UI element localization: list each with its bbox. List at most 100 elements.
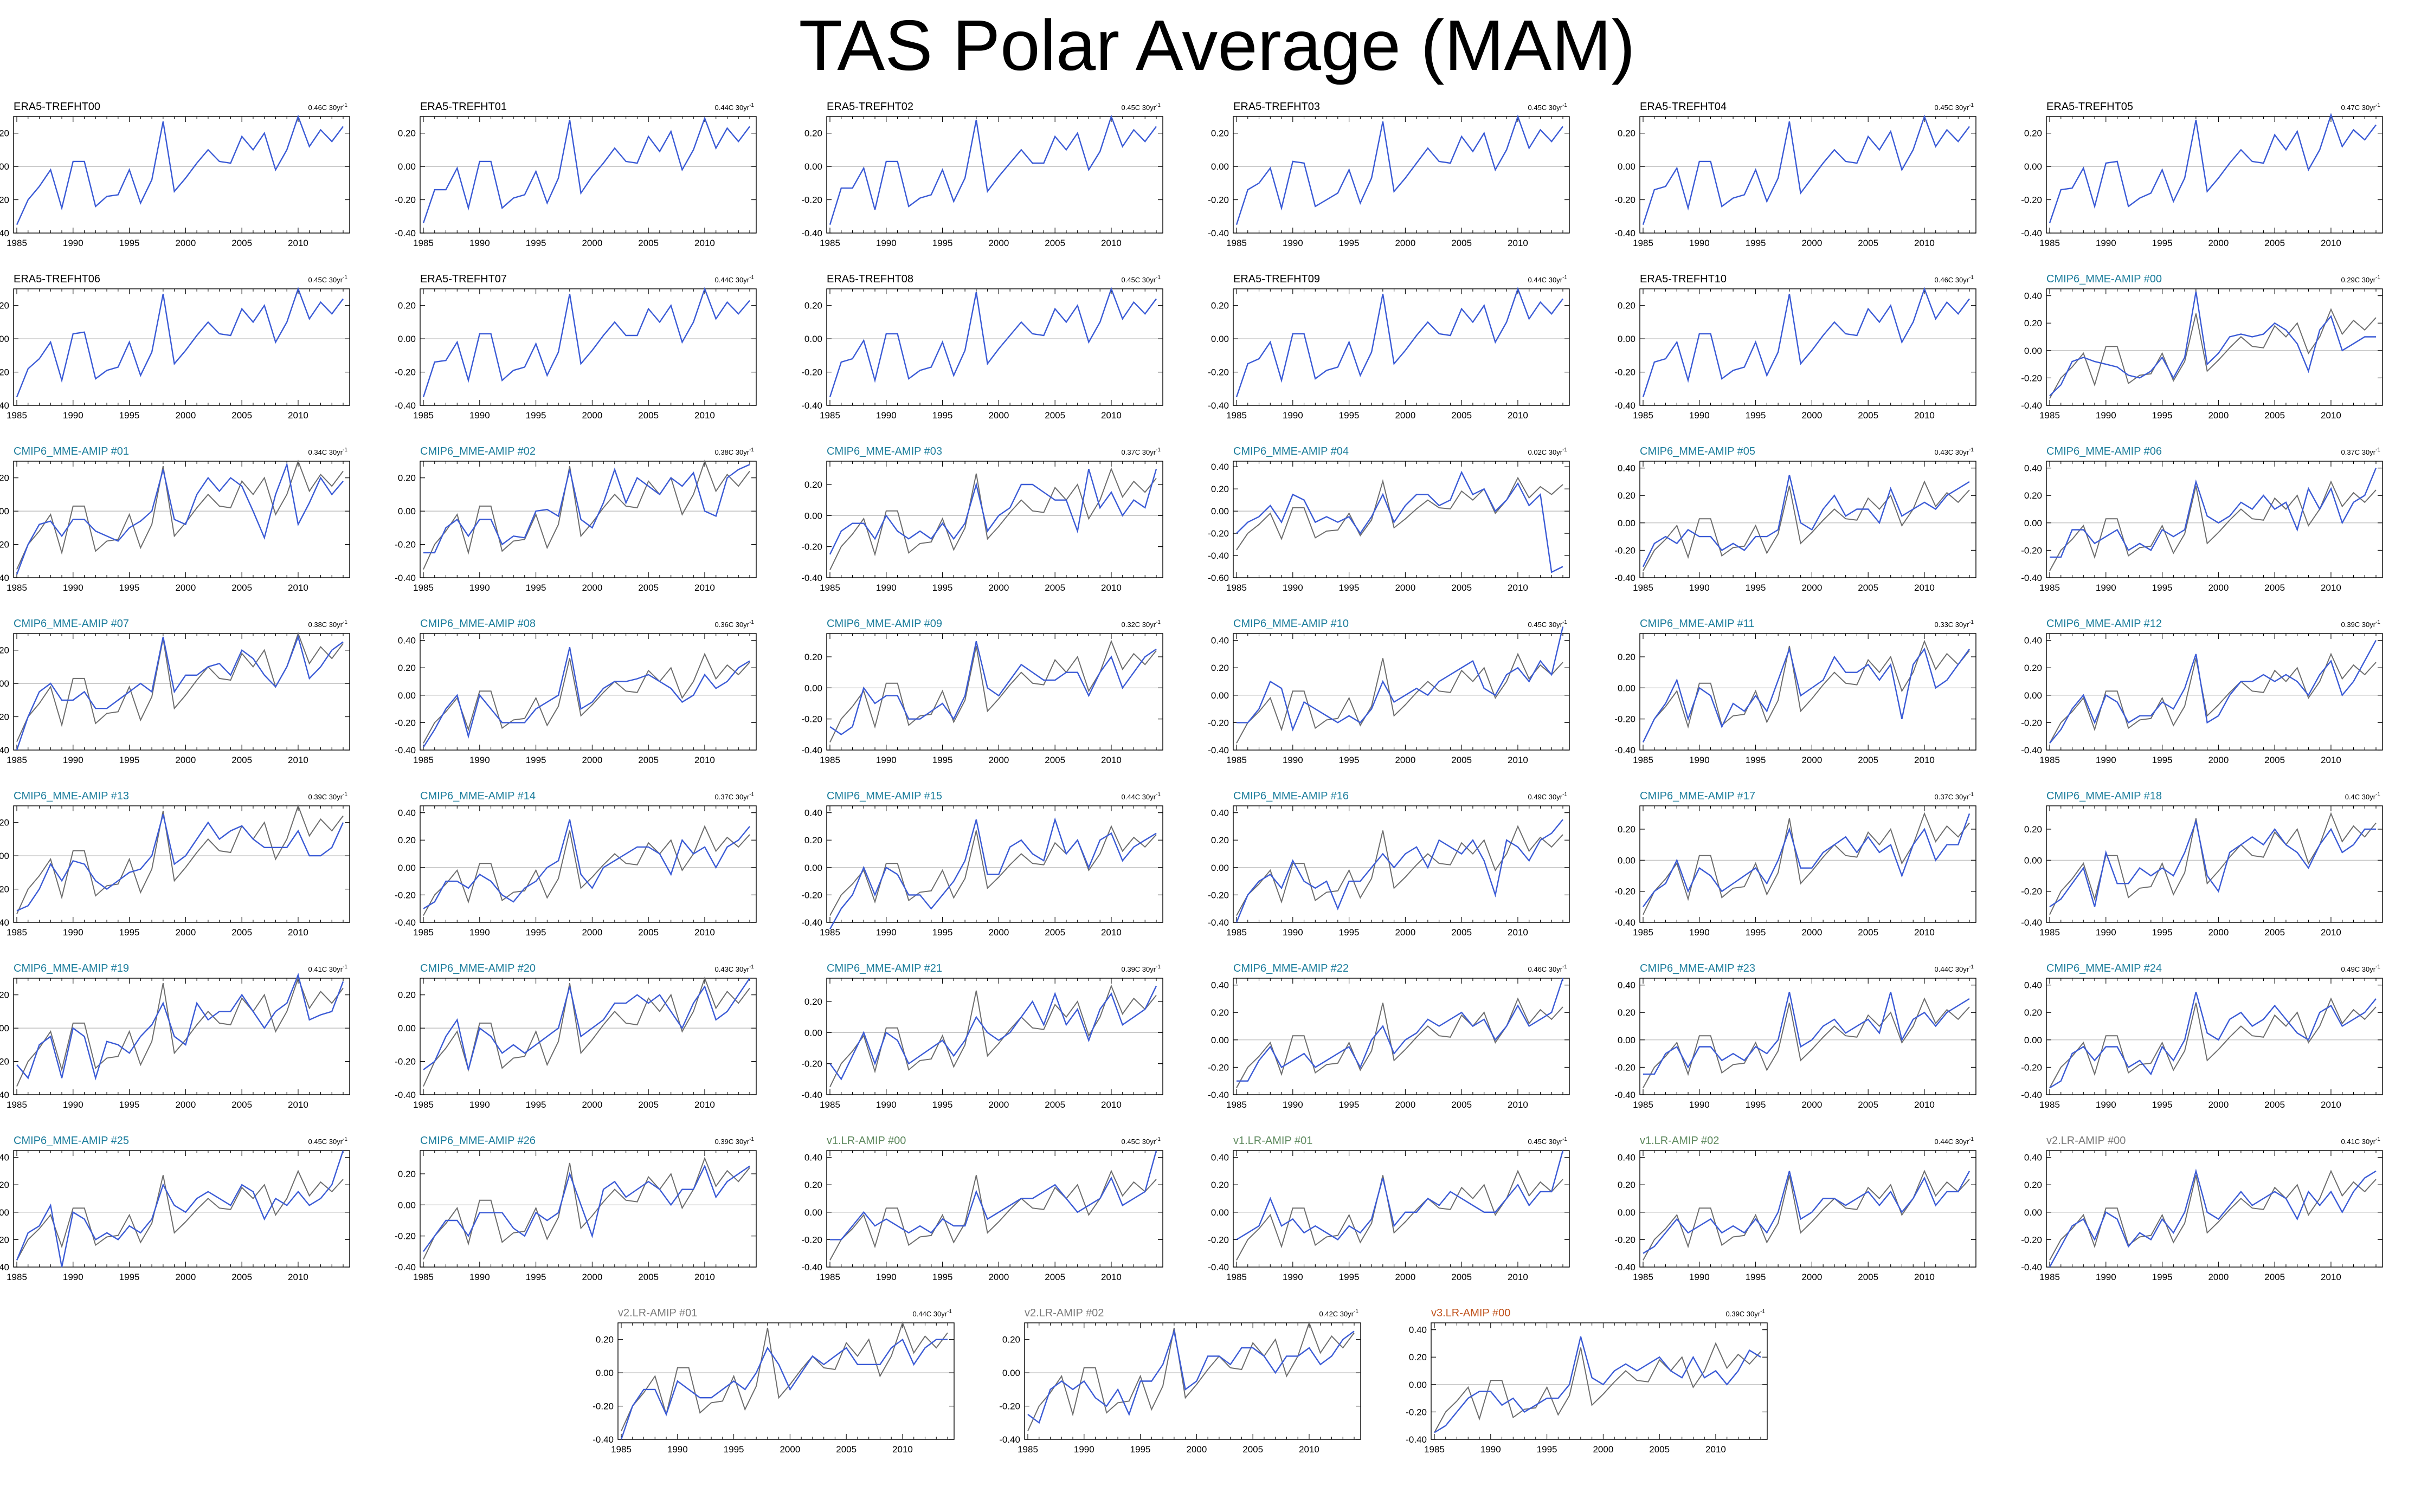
y-tick-label: 0.00 (1409, 1380, 1427, 1390)
x-tick-label: 2000 (1395, 410, 1415, 421)
y-tick-label: -0.20 (1614, 195, 1635, 205)
x-tick-label: 1990 (469, 410, 490, 421)
x-tick-label: 2000 (175, 583, 196, 593)
panel-title: CMIP6_MME-AMIP #10 (1233, 618, 1349, 630)
obs-series-line (621, 1321, 948, 1432)
panel-21: CMIP6_MME-AMIP #09 0.32C 30yr-1 0.20 0.00 -0… (801, 618, 1163, 765)
x-tick-label: 2000 (582, 1100, 602, 1110)
x-tick-label: 1995 (526, 755, 546, 765)
y-tick-label: -0.20 (395, 540, 416, 550)
panel-title: CMIP6_MME-AMIP #22 (1233, 962, 1349, 974)
y-tick-label: 0.20 (1211, 484, 1229, 494)
plot-frame (1639, 288, 1976, 406)
model-series-line (1643, 991, 1970, 1075)
x-tick-label: 1990 (1689, 238, 1710, 248)
x-tick-label: 2010 (694, 238, 715, 248)
model-series-line (1643, 1171, 1971, 1254)
x-tick-label: 1985 (1633, 1100, 1653, 1110)
panel-title: ERA5-TREFHT04 (1640, 101, 1727, 113)
y-tick-label: 0.00 (1618, 1207, 1635, 1218)
x-tick-label: 1990 (876, 583, 897, 593)
x-tick-label: 2005 (1451, 1100, 1472, 1110)
model-series-line (1642, 287, 1970, 397)
x-tick-label: 1985 (1424, 1444, 1445, 1455)
obs-series-line (1236, 825, 1563, 916)
y-tick-label: -0.20 (1208, 528, 1229, 539)
x-tick-label: 1995 (1746, 583, 1766, 593)
plot-frame (2046, 116, 2383, 234)
x-tick-label: 1990 (876, 238, 897, 248)
x-tick-label: 2000 (988, 1100, 1009, 1110)
y-tick-label: -0.20 (801, 714, 822, 725)
y-tick-label: -0.40 (1208, 228, 1229, 238)
y-tick-label: -0.20 (0, 884, 9, 895)
y-tick-label: -0.20 (801, 542, 822, 552)
panel-title: CMIP6_MME-AMIP #21 (827, 962, 942, 974)
x-tick-label: 1995 (932, 583, 953, 593)
x-tick-label: 2005 (231, 1100, 252, 1110)
plot-frame (2046, 978, 2383, 1095)
x-tick-label: 1990 (63, 927, 83, 938)
x-tick-label: 1995 (2152, 1272, 2173, 1282)
y-tick-label: -0.20 (2021, 195, 2042, 205)
y-tick-label: -0.20 (395, 718, 416, 728)
y-tick-label: 0.00 (2024, 1035, 2042, 1045)
model-series-line (829, 985, 1157, 1081)
model-series-line (422, 647, 750, 748)
y-tick-label: 0.40 (804, 1153, 822, 1163)
y-tick-label: -0.20 (801, 195, 822, 205)
y-tick-label: 0.20 (1211, 1007, 1229, 1018)
plot-frame (2046, 633, 2383, 751)
y-tick-label: 0.00 (1618, 683, 1635, 693)
x-tick-label: 1990 (1689, 927, 1710, 938)
x-tick-label: 1990 (469, 583, 490, 593)
model-series-line (1643, 813, 1971, 908)
model-series-line (2049, 991, 2377, 1089)
x-tick-label: 1985 (1226, 755, 1247, 765)
model-series-line (1235, 114, 1563, 225)
x-tick-label: 1990 (63, 238, 83, 248)
y-tick-label: -0.20 (801, 1235, 822, 1245)
obs-series-line (423, 460, 750, 570)
x-tick-label: 1985 (2039, 755, 2060, 765)
y-tick-label: -0.40 (593, 1435, 614, 1445)
y-tick-label: -0.40 (395, 573, 416, 583)
x-tick-label: 1995 (119, 927, 140, 938)
x-tick-label: 2000 (175, 755, 196, 765)
panel-41: v1.LR-AMIP #02 0.44C 30yr-1 0.40 0.20 0.00 -0… (1614, 1135, 1976, 1282)
y-tick-label: 0.20 (804, 997, 822, 1007)
panel-36: CMIP6_MME-AMIP #24 0.49C 30yr-1 0.40 0.20 0.… (2021, 962, 2383, 1110)
y-tick-label: 0.00 (2024, 1207, 2042, 1218)
panel-title: v2.LR-AMIP #00 (2046, 1135, 2126, 1147)
obs-series-line (1643, 812, 1970, 915)
obs-series-line (1236, 1169, 1563, 1261)
y-tick-label: 0.20 (1211, 301, 1229, 311)
x-tick-label: 2010 (1914, 1272, 1935, 1282)
model-series-line (16, 462, 344, 575)
panel-title: CMIP6_MME-AMIP #05 (1640, 445, 1755, 457)
y-tick-label: 0.00 (398, 1200, 416, 1210)
x-tick-label: 1990 (876, 410, 897, 421)
plot-frame (1233, 1150, 1570, 1268)
x-tick-label: 1995 (1339, 755, 1360, 765)
plot-frame (1639, 978, 1976, 1095)
y-tick-label: -0.20 (1208, 890, 1229, 900)
y-tick-label: -0.20 (0, 1057, 9, 1067)
y-tick-label: 0.00 (2024, 690, 2042, 701)
x-tick-label: 1995 (119, 1272, 140, 1282)
y-tick-label: -0.40 (2021, 573, 2042, 583)
trend-label: 0.45C 30yr-1 (1935, 102, 1974, 112)
plot-frame (1233, 116, 1570, 234)
x-tick-label: 1995 (932, 410, 953, 421)
panel-title: v3.LR-AMIP #00 (1431, 1307, 1510, 1319)
y-tick-label: 0.20 (1211, 1180, 1229, 1190)
y-tick-label: -0.20 (1208, 195, 1229, 205)
y-tick-label: 0.00 (804, 511, 822, 521)
x-tick-label: 2010 (1914, 583, 1935, 593)
page-title: TAS Polar Average (MAM) (799, 5, 1635, 85)
x-tick-label: 2010 (1508, 1272, 1528, 1282)
y-tick-label: -0.20 (0, 540, 9, 550)
y-tick-label: -0.20 (593, 1401, 614, 1412)
y-tick-label: 0.00 (0, 334, 9, 344)
x-tick-label: 2005 (1045, 1100, 1065, 1110)
